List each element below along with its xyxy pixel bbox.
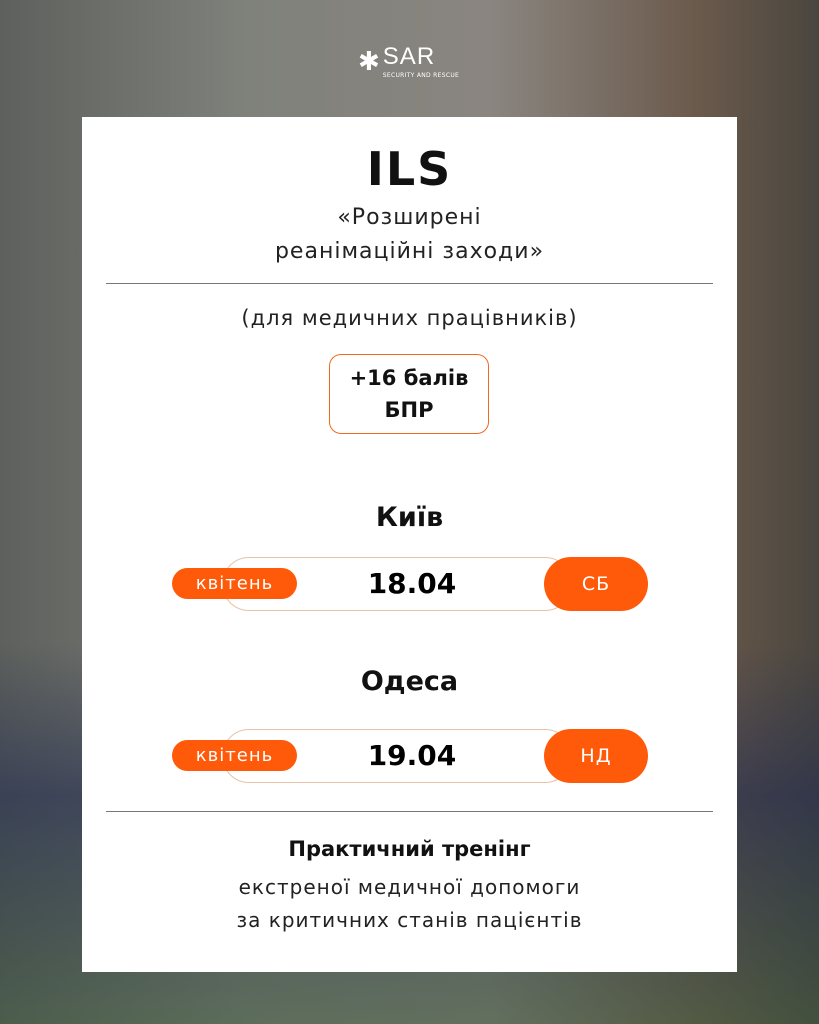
logo-name: SAR [382,43,436,70]
sar-logo: ✱ SAR SECURITY AND RESCUE [358,43,459,80]
footer-line: екстреної медичної допомоги [238,875,581,899]
month-pill: квітень [172,740,297,771]
course-subtitle: «Розширені реанімаційні заходи» [82,201,737,269]
logo-tagline: SECURITY AND RESCUE [382,72,460,79]
divider [106,283,713,284]
session-date: 18.04 [367,567,457,600]
city-name: Київ [375,502,444,533]
month-pill: квітень [172,568,297,599]
city-name: Одеса [360,666,459,697]
session-row: квітень 18.04 СБ [82,557,737,611]
session-date: 19.04 [367,739,457,772]
course-title: ILS [366,142,453,196]
session-row: квітень 19.04 НД [82,729,737,783]
footer-line: за критичних станів пацієнтів [236,908,583,932]
footer-heading: Практичний тренінг [288,837,531,861]
subtitle-line: реанімаційні заходи» [274,239,545,264]
info-card: ILS «Розширені реанімаційні заходи» (для … [82,117,737,972]
star-of-life-icon: ✱ [358,46,380,77]
audience: (для медичних працівників) [241,306,578,330]
badge-line: +16 балів [349,366,469,390]
weekday-pill: НД [544,729,648,783]
weekday-pill: СБ [544,557,648,611]
points-badge: +16 балів БПР [329,354,489,434]
badge-line: БПР [384,398,434,422]
divider [106,811,713,812]
subtitle-line: «Розширені [337,205,482,230]
footer-description: екстреної медичної допомоги за критичних … [82,871,737,937]
